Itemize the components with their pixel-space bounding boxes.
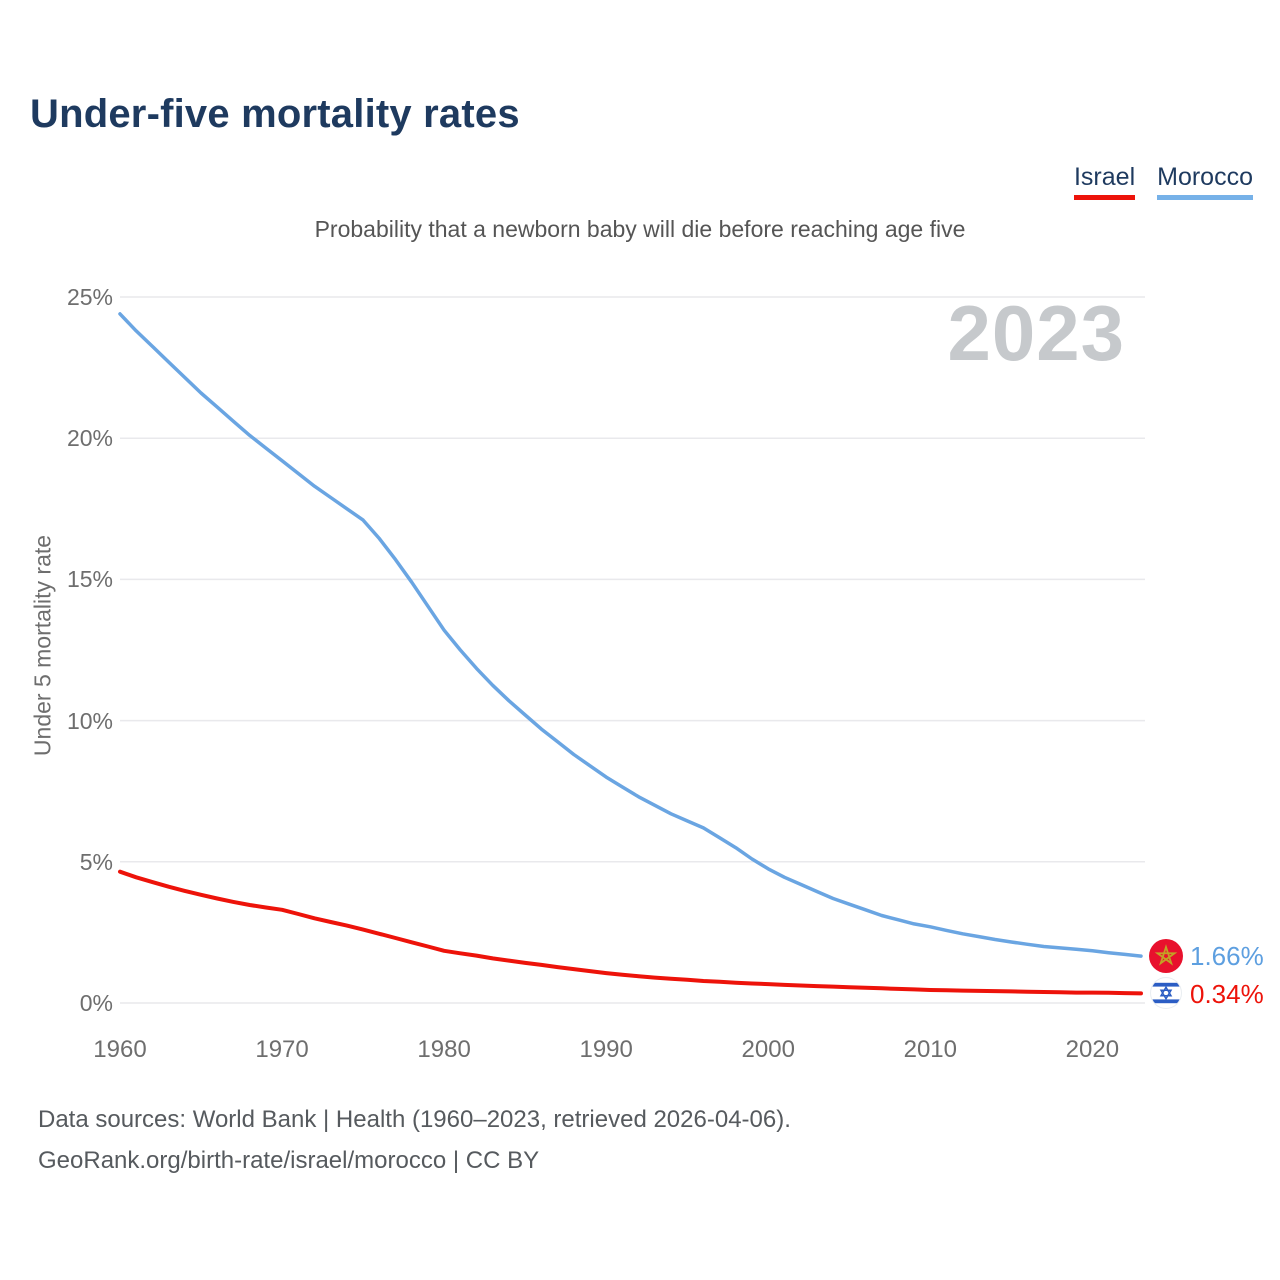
morocco-end-value: 1.66% [1190,941,1264,971]
footer-attribution-line: GeoRank.org/birth-rate/israel/morocco | … [38,1146,540,1174]
year-watermark: 2023 [947,289,1125,377]
gridlines [120,296,1145,1004]
page-title: Under-five mortality rates [30,92,520,136]
x-tick-2020: 2020 [1065,1036,1120,1063]
chart-subtitle: Probability that a newborn baby will die… [314,216,966,242]
footer: Data sources: World Bank | Health (1960–… [38,1100,791,1182]
y-tick-15%: 15% [66,566,113,593]
x-tick-1980: 1980 [417,1036,471,1063]
morocco-line[interactable] [118,312,1143,958]
morocco-flag-icon [1149,939,1183,978]
x-tick-1990: 1990 [579,1036,633,1063]
legend-item-morocco[interactable]: Morocco [1157,163,1253,200]
y-axis-title: Under 5 mortality rate [29,534,56,757]
x-tick-2010: 2010 [903,1036,957,1063]
y-tick-0%: 0% [79,990,113,1016]
y-tick-20%: 20% [66,425,113,452]
legend-item-israel[interactable]: Israel [1073,163,1136,200]
x-tick-2000: 2000 [741,1036,795,1063]
y-tick-5%: 5% [79,848,113,875]
israel-flag-icon [1150,977,1182,1014]
x-tick-1960: 1960 [93,1036,147,1063]
footer-sources-line: Data sources: World Bank | Health (1960–… [38,1106,791,1133]
israel-line[interactable] [118,869,1143,996]
x-tick-1970: 1970 [255,1036,309,1063]
y-tick-25%: 25% [66,284,113,310]
legend: Israel Morocco [1073,163,1253,200]
israel-end-value: 0.34% [1190,979,1264,1009]
y-tick-10%: 10% [66,707,113,734]
